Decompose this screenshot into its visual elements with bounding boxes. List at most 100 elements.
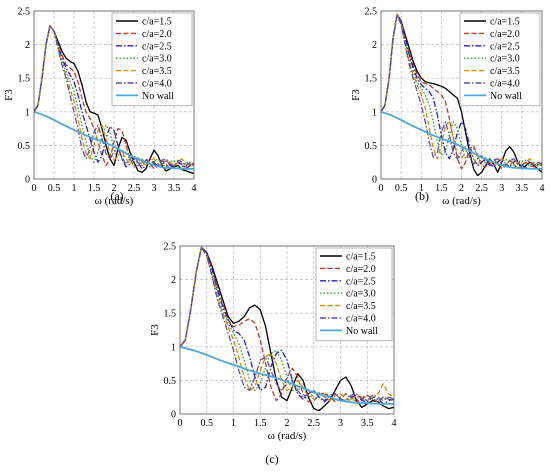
legend-label: c/a=3.0 [142,54,172,65]
y-tick-label: 1 [372,107,377,118]
y-tick-label: 0 [25,175,30,186]
x-tick-label: 0 [379,183,384,194]
legend-label: c/a=1.5 [490,17,520,28]
x-tick-label: 2.5 [128,183,141,194]
x-tick-label: 1 [231,418,236,429]
legend-label: c/a=3.5 [142,66,172,77]
legend-label: c/a=3.5 [346,301,376,312]
y-tick-label: 2.5 [365,7,378,18]
legend-label: c/a=2.0 [490,29,520,40]
y-tick-label: 0 [171,410,176,421]
series-line [34,110,194,170]
legend-label: No wall [490,91,522,102]
x-tick-label: 4 [392,418,397,429]
series-line [180,246,394,402]
y-tick-label: 2.5 [164,242,177,253]
series-line [34,25,194,168]
legend-label: c/a=2.5 [142,41,172,52]
y-tick-label: 0.5 [164,376,177,387]
legend-label: No wall [346,326,378,337]
x-tick-label: 0.5 [48,183,61,194]
series-line [381,110,542,170]
x-tick-label: 2.5 [308,418,321,429]
legend-label: c/a=3.0 [346,289,376,300]
legend-label: No wall [142,91,174,102]
x-tick-label: 1.5 [254,418,267,429]
x-axis-label: ω (rad/s) [268,430,307,442]
y-tick-label: 0.5 [365,141,378,152]
legend-label: c/a=4.0 [490,79,520,90]
legend: c/a=1.5c/a=2.0c/a=2.5 c/a=3.0c/a=3.5 c/a=4… [315,247,393,342]
y-tick-label: 0.5 [18,141,31,152]
y-axis-label: F3 [350,89,362,101]
y-tick-label: 1 [25,107,30,118]
plot-frame [179,245,395,415]
legend-label: c/a=2.0 [346,264,376,275]
series-line [381,13,542,167]
y-axis-label: F3 [149,324,161,336]
series-line [34,25,194,170]
panel-2: 0 0.5 1 1.5 2 2.5 3 3.5 400.511.522.5c/a=1.5c/a=… [149,242,397,467]
panel-caption: (b) [415,189,429,203]
series-line [180,246,394,405]
y-tick-label: 1.5 [164,309,177,320]
x-tick-label: 2 [285,418,290,429]
legend-box [459,12,541,107]
y-tick-label: 2 [171,275,176,286]
legend-box [315,247,393,342]
x-tick-label: 2.5 [475,183,488,194]
x-axis-label: ω (rad/s) [442,195,481,207]
x-tick-label: 0 [32,183,37,194]
legend-box [111,12,193,107]
plot-frame [380,10,543,180]
y-tick-label: 2 [372,40,377,51]
legend-label: c/a=4.0 [142,79,172,90]
x-tick-label: 0.5 [395,183,408,194]
y-tick-label: 2.5 [18,7,31,18]
legend-label: c/a=4.0 [346,314,376,325]
series-line [381,13,542,177]
y-tick-label: 0 [372,175,377,186]
x-tick-label: 2 [112,183,117,194]
series-line [180,246,394,402]
x-tick-label: 3.5 [361,418,374,429]
legend-label: c/a=1.5 [142,17,172,28]
legend-label: c/a=2.0 [142,29,172,40]
legend-label: c/a=3.0 [490,54,520,65]
x-tick-label: 3.5 [168,183,181,194]
x-axis-label: ω (rad/s) [95,195,134,207]
x-tick-label: 0 [178,418,183,429]
legend: c/a=1.5c/a=2.0c/a=2.5 c/a=3.0c/a=3.5 c/a=4… [111,12,193,107]
x-tick-label: 1 [419,183,424,194]
legend-label: c/a=1.5 [346,252,376,263]
x-tick-label: 3 [499,183,504,194]
series-line [34,25,194,175]
y-tick-label: 2 [25,40,30,51]
y-axis-label: F3 [3,89,15,101]
x-tick-label: 3 [338,418,343,429]
x-tick-label: 4 [192,183,197,194]
y-tick-label: 1.5 [18,74,31,85]
plot-frame [33,10,195,180]
x-tick-label: 1 [72,183,77,194]
y-tick-label: 1 [171,342,176,353]
x-tick-label: 3.5 [516,183,529,194]
legend: c/a=1.5c/a=2.0c/a=2.5 c/a=3.0c/a=3.5 c/a=4… [459,12,541,107]
y-tick-label: 1.5 [365,74,378,85]
series-line [381,13,542,170]
legend-label: c/a=2.5 [490,41,520,52]
x-tick-label: 3 [152,183,157,194]
series-line [180,246,394,402]
legend-label: c/a=2.5 [346,276,376,287]
panel-0: 0 0.5 1 1.5 2 2.5 3 3.5 400.511.522.5c/a=1.5c/a=… [3,7,197,208]
x-tick-label: 0.5 [201,418,214,429]
panel-1: 0 0.5 1 1.5 2 2.5 3 3.5 400.511.522.5c/a=1.5c/a=… [350,7,545,208]
x-tick-label: 1.5 [88,183,101,194]
panel-caption: (a) [110,189,123,203]
legend-label: c/a=3.5 [490,66,520,77]
x-tick-label: 2 [459,183,464,194]
panel-caption: (c) [265,452,278,466]
x-tick-label: 4 [540,183,545,194]
series-line [34,25,194,167]
